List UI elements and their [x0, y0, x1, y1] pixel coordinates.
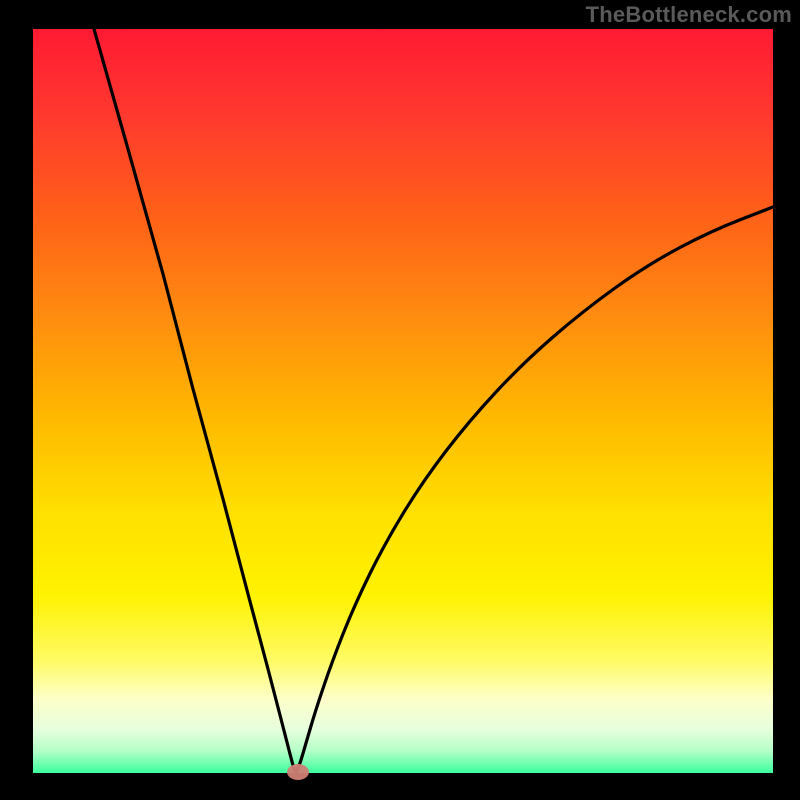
chart-container: TheBottleneck.com [0, 0, 800, 800]
plot-area [33, 29, 773, 773]
watermark-text: TheBottleneck.com [586, 2, 792, 28]
optimal-point-marker [287, 764, 309, 780]
